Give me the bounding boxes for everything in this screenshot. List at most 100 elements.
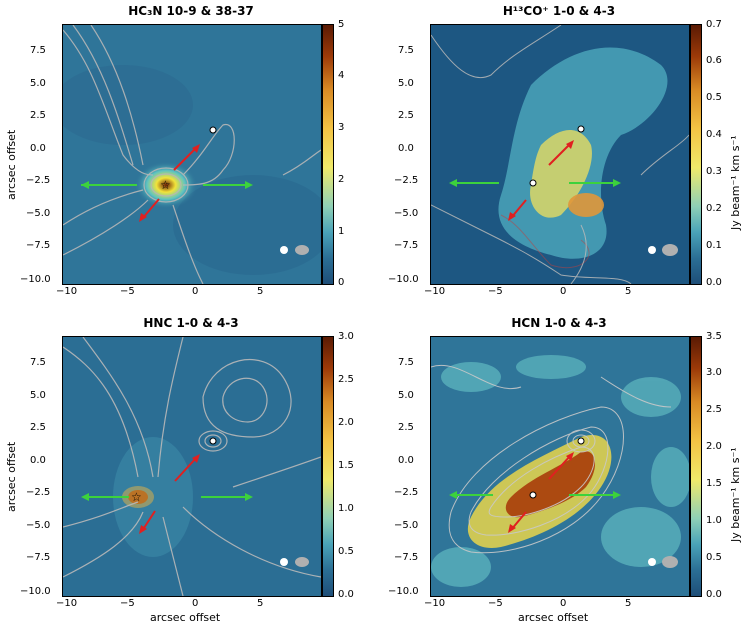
cbar-tick: 2.5 — [706, 404, 722, 415]
y-tick: −2.5 — [394, 175, 419, 186]
y-tick: 2.5 — [398, 422, 414, 433]
cbar-tick: 2.0 — [706, 441, 722, 452]
x-tick: 0 — [192, 286, 199, 297]
y-tick: −10.0 — [20, 274, 51, 285]
panel-title: HCN 1-0 & 4-3 — [511, 316, 607, 330]
cbar-tick: 0.5 — [338, 546, 354, 557]
intensity-map: ☆ — [62, 336, 322, 597]
y-tick: 7.5 — [30, 45, 46, 56]
y-tick: −5.0 — [26, 208, 51, 219]
cbar-tick: 1.0 — [338, 503, 354, 514]
colorbar-label: Jy beam⁻¹ km s⁻¹ — [729, 135, 742, 230]
y-tick: 2.5 — [30, 422, 46, 433]
y-tick: −10.0 — [388, 274, 419, 285]
cbar-tick: 2 — [338, 174, 345, 185]
map-svg — [431, 337, 689, 596]
y-tick: −5.0 — [394, 208, 419, 219]
y-tick: −7.5 — [394, 552, 419, 563]
cbar-tick: 0.3 — [706, 166, 722, 177]
y-tick: −10.0 — [20, 586, 51, 597]
y-tick: 7.5 — [398, 45, 414, 56]
y-tick: 2.5 — [30, 110, 46, 121]
x-tick: −5 — [488, 598, 503, 609]
y-tick: 5.0 — [30, 78, 46, 89]
y-tick: 5.0 — [30, 390, 46, 401]
x-tick: −5 — [488, 286, 503, 297]
x-tick: 5 — [257, 598, 264, 609]
cbar-tick: 2.0 — [338, 417, 354, 428]
cbar-tick: 0.5 — [706, 92, 722, 103]
y-tick: 5.0 — [398, 390, 414, 401]
intensity-map — [430, 336, 690, 597]
x-tick: −5 — [120, 598, 135, 609]
cbar-tick: 3 — [338, 122, 345, 133]
cbar-tick: 0.1 — [706, 240, 722, 251]
x-tick: 0 — [192, 598, 199, 609]
cbar-tick: 3.0 — [338, 331, 354, 342]
y-tick: 2.5 — [398, 110, 414, 121]
y-tick: −2.5 — [26, 487, 51, 498]
colorbar — [690, 336, 702, 597]
panel-hc3n: HC₃N 10-9 & 38-37 — [0, 0, 374, 314]
colorbar — [322, 336, 334, 597]
svg-text:☆: ☆ — [131, 490, 142, 504]
x-tick: 5 — [257, 286, 264, 297]
x-axis-label: arcsec offset — [150, 611, 221, 624]
map-svg: ☆ — [63, 337, 321, 596]
x-tick: 0 — [560, 286, 567, 297]
x-tick: 5 — [625, 598, 632, 609]
y-tick: 0.0 — [398, 455, 414, 466]
cbar-tick: 4 — [338, 70, 345, 81]
cbar-tick: 0.0 — [706, 589, 722, 600]
y-axis-label: arcsec offset — [5, 129, 18, 200]
y-tick: 5.0 — [398, 78, 414, 89]
cbar-tick: 0.7 — [706, 19, 722, 30]
panel-title: H¹³CO⁺ 1-0 & 4-3 — [502, 4, 616, 18]
colorbar — [322, 24, 334, 285]
y-tick: 0.0 — [398, 143, 414, 154]
cbar-tick: 0.0 — [338, 589, 354, 600]
y-tick: −7.5 — [394, 240, 419, 251]
cbar-tick: 1.0 — [706, 515, 722, 526]
y-tick: −5.0 — [394, 520, 419, 531]
panel-hnc: HNC 1-0 & 4-3 — [0, 314, 374, 628]
cbar-tick: 1.5 — [338, 460, 354, 471]
map-svg — [431, 25, 689, 284]
panel-title: HC₃N 10-9 & 38-37 — [128, 4, 254, 18]
cbar-tick: 0.0 — [706, 277, 722, 288]
y-tick: −2.5 — [26, 175, 51, 186]
cbar-tick: 1.5 — [706, 478, 722, 489]
x-tick: 0 — [560, 598, 567, 609]
cbar-tick: 0.4 — [706, 129, 722, 140]
x-tick: −10 — [56, 598, 78, 609]
cbar-tick: 5 — [338, 19, 345, 30]
svg-text:☆: ☆ — [160, 178, 171, 192]
cbar-tick: 3.5 — [706, 331, 722, 342]
y-tick: −2.5 — [394, 487, 419, 498]
x-tick: 5 — [625, 286, 632, 297]
panel-hcn: HCN 1-0 & 4-3 — [374, 314, 748, 628]
cbar-tick: 2.5 — [338, 374, 354, 385]
colorbar — [690, 24, 702, 285]
y-tick: −5.0 — [26, 520, 51, 531]
y-tick: −7.5 — [26, 552, 51, 563]
panel-title: HNC 1-0 & 4-3 — [143, 316, 239, 330]
cbar-tick: 0 — [338, 277, 345, 288]
intensity-map — [430, 24, 690, 285]
x-tick: −10 — [56, 286, 78, 297]
panel-h13co: H¹³CO⁺ 1-0 & 4-3 — [374, 0, 748, 314]
x-tick: −5 — [120, 286, 135, 297]
x-axis-label: arcsec offset — [518, 611, 589, 624]
y-tick: 7.5 — [30, 357, 46, 368]
cbar-tick: 0.5 — [706, 552, 722, 563]
map-svg: ☆ — [63, 25, 321, 284]
cbar-tick: 3.0 — [706, 367, 722, 378]
y-tick: 0.0 — [30, 143, 46, 154]
cbar-tick: 0.6 — [706, 55, 722, 66]
x-tick: −10 — [424, 286, 446, 297]
x-tick: −10 — [424, 598, 446, 609]
y-axis-label: arcsec offset — [5, 441, 18, 512]
y-tick: −10.0 — [388, 586, 419, 597]
intensity-map: ☆ — [62, 24, 322, 285]
y-tick: 0.0 — [30, 455, 46, 466]
